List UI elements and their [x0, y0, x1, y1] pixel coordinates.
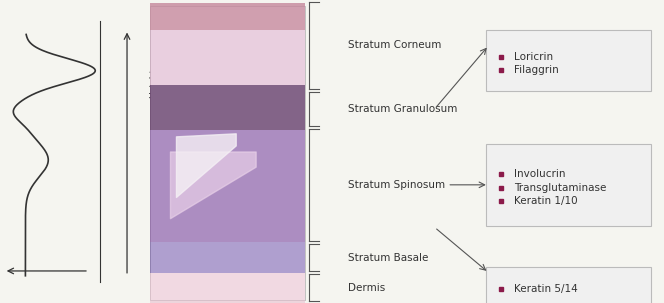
Text: Height: Height — [149, 68, 158, 98]
Bar — [150, 130, 305, 242]
Bar — [150, 242, 305, 273]
Text: Keratin 5/14: Keratin 5/14 — [514, 284, 578, 295]
FancyBboxPatch shape — [485, 144, 651, 226]
FancyBboxPatch shape — [150, 6, 305, 300]
Text: Stratum Granulosum: Stratum Granulosum — [349, 104, 458, 114]
FancyBboxPatch shape — [485, 267, 651, 303]
Text: Loricrin: Loricrin — [514, 52, 553, 62]
Text: Stratum Basale: Stratum Basale — [349, 252, 429, 263]
Bar — [150, 3, 305, 85]
Bar — [150, 3, 305, 30]
Text: Dermis: Dermis — [349, 283, 386, 293]
Text: Stratum Corneum: Stratum Corneum — [349, 40, 442, 51]
Text: Keratin 1/10: Keratin 1/10 — [514, 196, 578, 207]
Text: Transglutaminase: Transglutaminase — [514, 183, 607, 193]
Text: Involucrin: Involucrin — [514, 169, 566, 179]
Bar — [150, 85, 305, 130]
FancyBboxPatch shape — [485, 30, 651, 91]
Text: Stratum Spinosum: Stratum Spinosum — [349, 180, 446, 190]
Text: Filaggrin: Filaggrin — [514, 65, 559, 75]
Bar — [150, 273, 305, 303]
